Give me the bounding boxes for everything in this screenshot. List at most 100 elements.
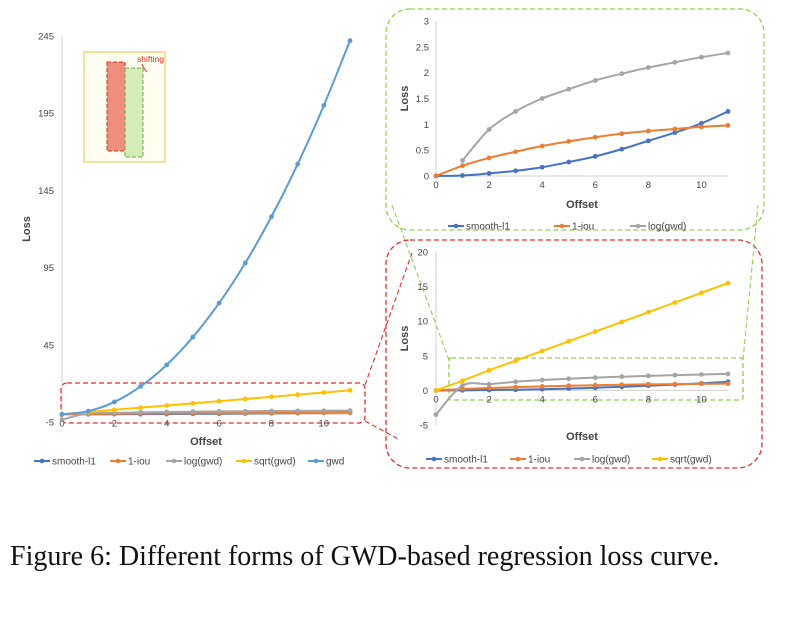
x-axis-title: Offset (190, 436, 222, 448)
legend-label-log-gwd: log(gwd) (648, 222, 686, 233)
data-point-log-gwd (460, 383, 465, 388)
x-axis-title: Offset (566, 431, 598, 443)
data-point-smooth-l1 (645, 138, 651, 144)
x-tick-label: 4 (540, 180, 545, 191)
series-line-log-gwd (461, 52, 729, 162)
legend-label-smooth-l1: smooth-l1 (52, 457, 96, 468)
y-tick-label: 45 (43, 340, 54, 351)
data-point-sqrt-gwd (269, 394, 274, 400)
data-point-log-gwd (566, 86, 572, 92)
series-line-smooth-l1 (435, 110, 729, 177)
legend-marker-smooth-l1 (431, 456, 437, 462)
x-tick-label: 0 (59, 418, 64, 429)
data-point-1-iou (513, 384, 519, 390)
data-point-gwd (111, 399, 117, 405)
y-tick-label: 0 (424, 172, 429, 183)
data-point-1-iou (645, 128, 651, 134)
data-point-1-iou (513, 149, 519, 155)
data-point-sqrt-gwd (164, 403, 170, 408)
data-point-log-gwd (645, 373, 651, 379)
data-point-1-iou (699, 381, 704, 387)
x-tick-label: 6 (593, 180, 598, 191)
legend-marker-smooth-l1 (453, 223, 459, 229)
data-point-log-gwd (164, 409, 170, 415)
y-tick-label: 95 (43, 263, 54, 274)
data-point-1-iou (725, 122, 731, 128)
data-point-sqrt-gwd (619, 319, 625, 325)
legend-label-sqrt-gwd: sqrt(gwd) (254, 457, 296, 468)
data-point-gwd (138, 384, 143, 389)
data-point-log-gwd (699, 372, 704, 377)
y-tick-label: 1 (424, 120, 429, 131)
data-point-log-gwd (242, 408, 248, 414)
data-point-gwd (59, 411, 65, 417)
y-tick-label: 245 (38, 32, 54, 43)
data-point-log-gwd (566, 376, 572, 382)
y-tick-label: 20 (417, 248, 428, 259)
x-tick-label: 6 (216, 418, 221, 429)
figure-caption: Figure 6: Different forms of GWD-based r… (10, 541, 720, 572)
y-tick-label: -5 (420, 421, 428, 432)
data-point-smooth-l1 (486, 171, 492, 176)
y-tick-label: 195 (38, 109, 54, 120)
data-point-log-gwd (725, 50, 731, 56)
legend-marker-1-iou (515, 456, 521, 462)
data-point-gwd (321, 103, 327, 108)
data-point-gwd (216, 300, 222, 306)
data-point-1-iou (486, 385, 492, 391)
legend-marker-smooth-l1 (39, 458, 45, 464)
data-point-log-gwd (295, 408, 301, 414)
green-callout-frame (385, 8, 765, 231)
red-connector-bottom (364, 420, 401, 441)
legend-marker-1-iou (115, 458, 121, 464)
legend-marker-sqrt-gwd (657, 456, 663, 462)
data-point-1-iou (433, 173, 439, 179)
x-tick-label: 4 (164, 418, 169, 429)
y-tick-label: -5 (46, 418, 54, 429)
data-point-1-iou (566, 138, 572, 144)
data-point-1-iou (539, 383, 545, 389)
legend-marker-1-iou (559, 223, 565, 229)
callout-layer (60, 8, 765, 469)
green-connector-bottom (742, 204, 759, 361)
data-point-1-iou (645, 381, 651, 387)
red-callout-frame (385, 239, 763, 469)
legend-marker-sqrt-gwd (241, 458, 247, 464)
data-point-gwd (164, 362, 170, 368)
y-axis-title: Loss (21, 216, 33, 242)
legend-marker-log-gwd (635, 223, 641, 229)
y-tick-label: 145 (38, 186, 54, 197)
data-point-sqrt-gwd (672, 300, 678, 305)
data-point-1-iou (539, 143, 545, 149)
data-point-sqrt-gwd (321, 390, 327, 395)
data-point-sqrt-gwd (539, 348, 545, 354)
y-tick-label: 10 (417, 317, 428, 328)
data-point-1-iou (619, 382, 625, 388)
x-tick-label: 8 (646, 394, 651, 405)
data-point-sqrt-gwd (566, 338, 572, 344)
x-tick-label: 0 (433, 394, 438, 405)
legend-label-smooth-l1: smooth-l1 (444, 455, 488, 466)
data-point-1-iou (592, 134, 598, 140)
shifting-label: shifting (137, 54, 164, 64)
shift-arrow-icon (141, 63, 148, 73)
y-tick-label: 1.5 (416, 94, 429, 105)
data-point-log-gwd (347, 408, 353, 414)
data-point-log-gwd (592, 375, 598, 380)
legend-marker-log-gwd (171, 458, 177, 464)
data-point-log-gwd (539, 96, 545, 101)
data-point-gwd (85, 408, 91, 414)
legend-marker-log-gwd (579, 456, 585, 462)
green-zoom-region (448, 357, 744, 401)
data-point-sqrt-gwd (592, 329, 598, 334)
data-point-gwd (242, 260, 248, 266)
data-point-sqrt-gwd (433, 388, 439, 393)
data-point-log-gwd (138, 409, 143, 415)
shifting-inset: shifting (83, 51, 166, 163)
legend-label-1-iou: 1-iou (572, 222, 594, 233)
x-tick-label: 4 (540, 394, 545, 405)
data-point-log-gwd (672, 59, 678, 65)
data-point-smooth-l1 (699, 120, 704, 126)
series-line-log-gwd (435, 372, 729, 416)
